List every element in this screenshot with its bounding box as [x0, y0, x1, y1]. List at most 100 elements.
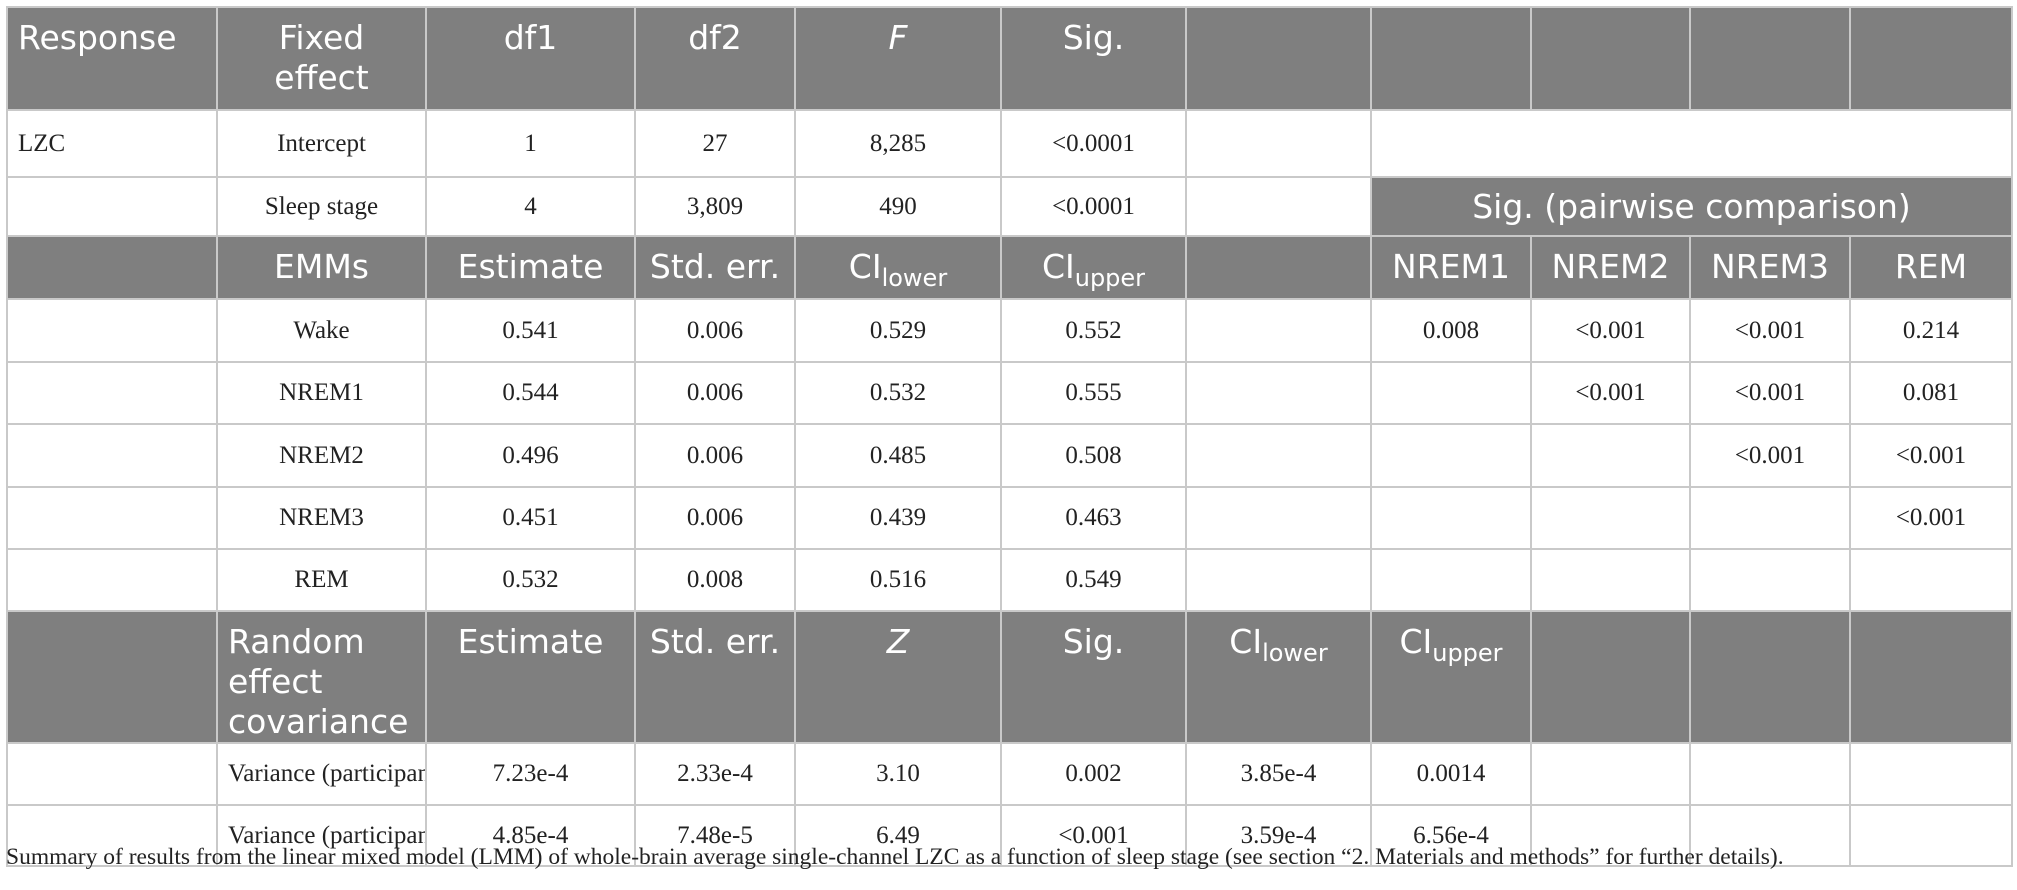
- table-cell: NREM3: [216, 486, 427, 550]
- table-row: NREM1 0.544 0.006 0.532 0.555 <0.001 <0.001 0.0…: [6, 361, 2013, 425]
- table-row: NREM3 0.451 0.006 0.439 0.463 <0.001: [6, 486, 2013, 550]
- table-cell: 0.496: [425, 423, 636, 488]
- table-cell: df2: [634, 6, 796, 111]
- table-row: EMMs Estimate Std. err. CIlower CIupper NREM1…: [6, 235, 2013, 300]
- empty-cell: [1530, 610, 1691, 744]
- cell-text: CI: [1041, 247, 1075, 286]
- table-cell: Random effect covariance: [216, 610, 427, 744]
- table-cell: <0.001: [1530, 298, 1691, 363]
- table-body: Response Fixed effect df1 df2 F Sig. LZC Interc…: [6, 6, 2013, 867]
- table-cell: CIlower: [794, 235, 1002, 300]
- table-cell: NREM1: [216, 361, 427, 425]
- results-table: Response Fixed effect df1 df2 F Sig. LZC Interc…: [6, 6, 2013, 867]
- cell-text: CI: [1229, 622, 1263, 661]
- empty-cell: [6, 361, 218, 425]
- table-cell: LZC: [6, 109, 218, 178]
- table-cell: <0.001: [1689, 298, 1851, 363]
- table-row: Sleep stage 4 3,809 490 <0.0001 Sig. (pairwis…: [6, 176, 2013, 237]
- table-row: Response Fixed effect df1 df2 F Sig.: [6, 6, 2013, 111]
- empty-cell: [1689, 548, 1851, 612]
- table-cell: 0.214: [1849, 298, 2013, 363]
- empty-cell: [1530, 6, 1691, 111]
- table-cell: 0.552: [1000, 298, 1187, 363]
- cell-subscript: upper: [1432, 639, 1503, 667]
- table-cell: Sig.: [1000, 6, 1187, 111]
- table-cell: Fixed effect: [216, 6, 427, 111]
- table-cell: 7.23e-4: [425, 742, 636, 806]
- empty-cell: [1530, 486, 1691, 550]
- cell-subscript: lower: [1262, 639, 1328, 667]
- table-cell: 0.006: [634, 298, 796, 363]
- table-cell: 0.516: [794, 548, 1002, 612]
- empty-cell: [1530, 423, 1691, 488]
- table-cell: <0.0001: [1000, 109, 1187, 178]
- table-cell: 0.485: [794, 423, 1002, 488]
- table-row: Variance (participant * trial)4.85e-47.4…: [6, 804, 2013, 867]
- empty-cell: [6, 298, 218, 363]
- table-cell: 3.85e-4: [1185, 742, 1372, 806]
- table-cell: REM: [1849, 235, 2013, 300]
- empty-cell: [1689, 804, 1851, 867]
- empty-cell: [1849, 804, 2013, 867]
- table-cell: 0.549: [1000, 548, 1187, 612]
- empty-cell: [6, 548, 218, 612]
- table-cell: 0.008: [1370, 298, 1532, 363]
- empty-cell: [1370, 6, 1532, 111]
- table-cell: NREM1: [1370, 235, 1532, 300]
- empty-cell: [1849, 610, 2013, 744]
- empty-cell: [1370, 361, 1532, 425]
- table-cell: 0.006: [634, 361, 796, 425]
- table-cell: 0.0014: [1370, 742, 1532, 806]
- table-row: Variance (participant) 7.23e-4 2.33e-4 3.10…: [6, 742, 2013, 806]
- empty-cell: [1185, 176, 1372, 237]
- table-cell: 0.541: [425, 298, 636, 363]
- table-cell: F: [794, 6, 1002, 111]
- empty-cell: [1185, 109, 1372, 178]
- empty-cell: [1689, 610, 1851, 744]
- empty-cell: [6, 423, 218, 488]
- table-cell: NREM2: [1530, 235, 1691, 300]
- table-cell: 0.451: [425, 486, 636, 550]
- empty-cell: [6, 486, 218, 550]
- table-cell: CIlower: [1185, 610, 1372, 744]
- table-cell: Intercept: [216, 109, 427, 178]
- table-cell: <0.0001: [1000, 176, 1187, 237]
- table-cell: 8,285: [794, 109, 1002, 178]
- table-cell: <0.001: [1000, 804, 1187, 867]
- table-cell: 0.555: [1000, 361, 1187, 425]
- table-cell: Response: [6, 6, 218, 111]
- empty-cell: [6, 610, 218, 744]
- table-cell: 0.529: [794, 298, 1002, 363]
- table-row: NREM2 0.496 0.006 0.485 0.508 <0.001 <0.001: [6, 423, 2013, 488]
- table-cell: 2.33e-4: [634, 742, 796, 806]
- cell-text: CI: [1399, 622, 1433, 661]
- table-cell: 0.508: [1000, 423, 1187, 488]
- table-cell: Sleep stage: [216, 176, 427, 237]
- empty-cell: [1849, 6, 2013, 111]
- table-cell: 4: [425, 176, 636, 237]
- empty-cell: [1185, 423, 1372, 488]
- table-cell: 0.008: [634, 548, 796, 612]
- table-cell: EMMs: [216, 235, 427, 300]
- empty-cell: [1370, 486, 1532, 550]
- table-cell: CIupper: [1370, 610, 1532, 744]
- table-cell: 6.49: [794, 804, 1002, 867]
- table-cell: Wake: [216, 298, 427, 363]
- empty-cell: [1530, 548, 1691, 612]
- empty-cell: [1185, 548, 1372, 612]
- caption: Summary of results from the linear mixed…: [6, 844, 1784, 870]
- table-cell: Estimate: [425, 235, 636, 300]
- table-cell: 490: [794, 176, 1002, 237]
- table-cell: <0.001: [1689, 361, 1851, 425]
- empty-cell: [1185, 235, 1372, 300]
- table-cell: NREM3: [1689, 235, 1851, 300]
- table-cell: Variance (participant * trial): [216, 804, 427, 867]
- table-cell: Variance (participant): [216, 742, 427, 806]
- table-cell: Std. err.: [634, 610, 796, 744]
- table-cell: <0.001: [1530, 361, 1691, 425]
- table-cell: 3.10: [794, 742, 1002, 806]
- table-row: LZC Intercept 1 27 8,285 <0.0001: [6, 109, 2013, 178]
- empty-cell: [1185, 486, 1372, 550]
- table-cell: <0.001: [1849, 486, 2013, 550]
